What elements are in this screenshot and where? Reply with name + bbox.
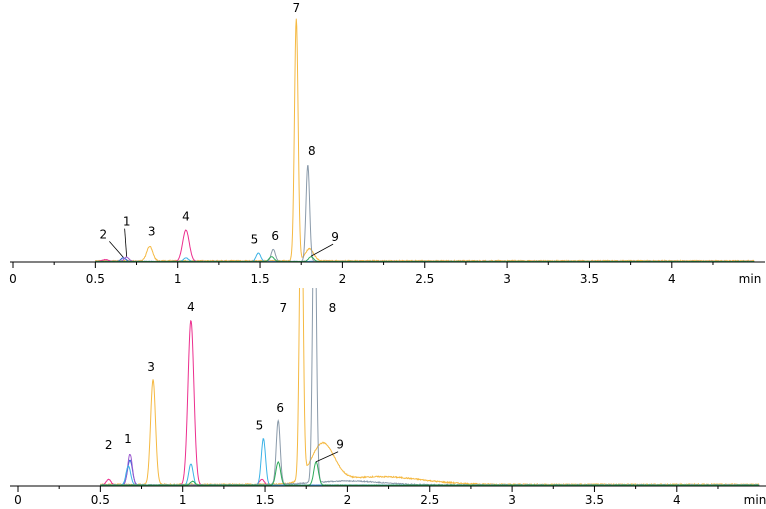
x-tick-label: 3: [503, 272, 511, 286]
peak-leader-line: [310, 243, 334, 257]
peak-label-8: 8: [308, 144, 316, 158]
peak-label-1: 1: [124, 432, 132, 446]
peak-label-2: 2: [105, 438, 113, 452]
traces: [99, 288, 760, 486]
peak-leader-line: [124, 228, 128, 257]
x-tick-label: 0.5: [91, 493, 110, 507]
series-trace-6: [95, 165, 755, 262]
x-tick-label: 3.5: [580, 272, 599, 286]
x-tick-label: 4: [668, 272, 676, 286]
peak-label-8: 8: [329, 301, 337, 315]
peak-label-7: 7: [279, 301, 287, 315]
peak-label-6: 6: [276, 401, 284, 415]
traces: [94, 18, 755, 262]
peak-label-9: 9: [331, 230, 339, 244]
peak-label-6: 6: [271, 229, 279, 243]
x-tick-label: 2.5: [420, 493, 439, 507]
x-tick-label: 0: [9, 272, 17, 286]
series-trace-2: [95, 229, 755, 262]
peak-leader-line: [315, 451, 339, 463]
peak-label-5: 5: [256, 418, 264, 432]
x-tick-label: 3: [508, 493, 516, 507]
x-tick-label: 0: [14, 493, 22, 507]
x-axis-unit-label: min: [744, 493, 766, 507]
x-tick-label: 0.5: [86, 272, 105, 286]
peak-label-2: 2: [100, 227, 108, 241]
x-tick-label: 4: [673, 493, 681, 507]
series-trace-2: [100, 320, 760, 486]
series-trace-5: [100, 438, 760, 486]
peak-leader-line: [109, 241, 124, 258]
x-tick-label: 3.5: [585, 493, 604, 507]
peak-label-9: 9: [336, 438, 344, 452]
peak-label-3: 3: [147, 360, 155, 374]
x-tick-label: 1.5: [256, 493, 275, 507]
x-axis-unit-label: min: [739, 272, 762, 286]
top-chromatogram-panel: 0 0.5 1 1.5 2 2.5 3 3.5 4 min 1 2 3 4 5 6 7 8 9: [9, 1, 765, 286]
x-tick-label: 2.5: [415, 272, 434, 286]
peak-label-5: 5: [251, 233, 259, 247]
x-tick-label: 2: [344, 493, 352, 507]
peak-label-4: 4: [187, 300, 195, 314]
series-trace-1: [94, 18, 755, 262]
series-trace-7: [100, 460, 760, 486]
peak-label-1: 1: [123, 215, 131, 229]
series-trace-1: [99, 288, 760, 486]
x-tick-label: 2: [339, 272, 347, 286]
peak-label-3: 3: [148, 224, 156, 238]
peak-label-7: 7: [292, 1, 300, 15]
x-tick-label: 1: [174, 272, 182, 286]
x-tick-label: 1: [179, 493, 187, 507]
x-tick-label: 1.5: [251, 272, 270, 286]
series-trace-6: [99, 288, 760, 486]
peak-label-4: 4: [182, 210, 190, 224]
